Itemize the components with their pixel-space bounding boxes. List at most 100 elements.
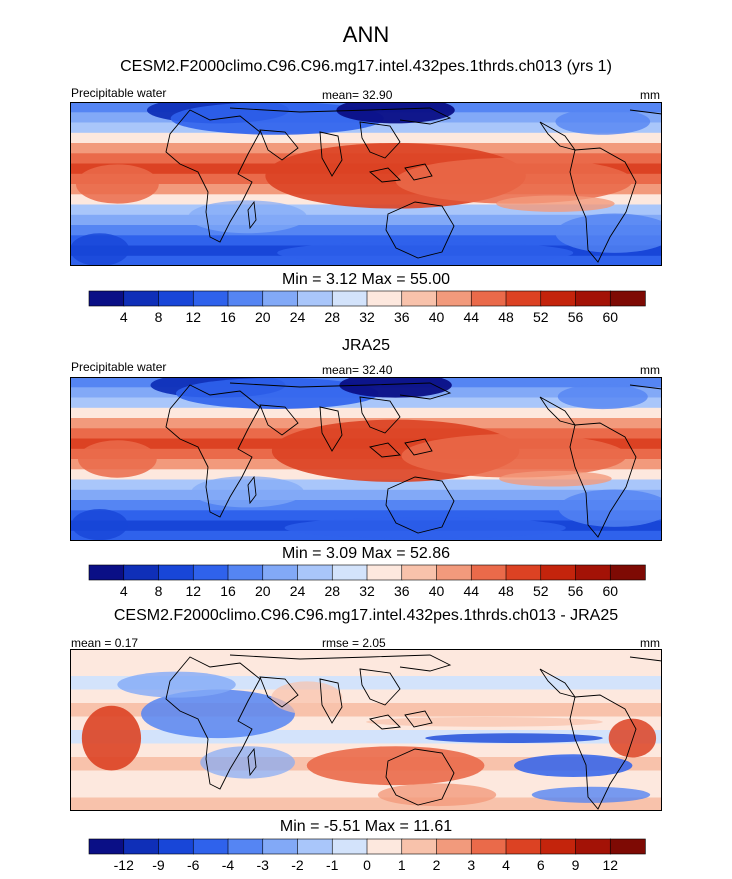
colorbar-swatch bbox=[436, 838, 472, 855]
colorbar-swatch bbox=[366, 290, 403, 307]
colorbar-tick-label: 52 bbox=[533, 309, 549, 325]
map-contour-region bbox=[284, 516, 566, 539]
colorbar-swatch bbox=[192, 290, 229, 307]
map-contour-region bbox=[117, 671, 236, 698]
map-contour-region bbox=[555, 108, 651, 135]
colorbar-swatch bbox=[331, 564, 368, 581]
obs-map bbox=[70, 377, 662, 541]
colorbar-swatch bbox=[470, 564, 507, 581]
colorbar-tick-label: 4 bbox=[502, 857, 510, 873]
colorbar-tick-label: 8 bbox=[155, 583, 163, 599]
colorbar-swatch bbox=[192, 838, 229, 855]
colorbar-swatch bbox=[470, 290, 507, 307]
map-band bbox=[70, 397, 662, 409]
coastline bbox=[385, 748, 455, 806]
map-band bbox=[70, 122, 662, 134]
colorbar-tick-label: 16 bbox=[220, 583, 236, 599]
map-contour-region bbox=[200, 746, 295, 779]
coastline bbox=[247, 747, 257, 777]
map-contour-region bbox=[191, 476, 304, 508]
map-band bbox=[70, 489, 662, 502]
obs-colorbar: 4 8 12 16 20 24 28 32 36 40 44 48 52 56 60 bbox=[88, 564, 646, 599]
colorbar-swatch bbox=[297, 838, 333, 855]
map-contour-region bbox=[608, 718, 657, 758]
coastline bbox=[359, 396, 401, 434]
colorbar-tick-label: -1 bbox=[326, 857, 339, 873]
colorbar-tick-label: 12 bbox=[185, 583, 201, 599]
diff-minmax: Min = -5.51 Max = 11.61 bbox=[279, 818, 453, 835]
colorbar-tick-label: 12 bbox=[185, 309, 201, 325]
coastline bbox=[569, 694, 637, 810]
colorbar-swatch bbox=[575, 564, 611, 581]
map-contour-region bbox=[499, 470, 612, 487]
colorbar-tick-label: 6 bbox=[537, 857, 545, 873]
coastline bbox=[229, 107, 452, 125]
colorbar-swatch bbox=[401, 564, 438, 581]
colorbar-swatch bbox=[470, 838, 507, 855]
coastline bbox=[369, 714, 401, 730]
coastline bbox=[385, 201, 455, 259]
colorbar-tick-label: 40 bbox=[429, 309, 445, 325]
colorbar-tick-label: -3 bbox=[257, 857, 270, 873]
map-band bbox=[70, 407, 662, 420]
map-contour-region bbox=[496, 195, 615, 212]
coastline bbox=[229, 654, 452, 672]
obs-units-label: mm bbox=[640, 363, 660, 377]
coastline bbox=[165, 656, 261, 790]
coastline bbox=[385, 476, 455, 534]
colorbar-swatch bbox=[505, 838, 542, 855]
map-band bbox=[70, 204, 662, 216]
colorbar-tick-label: 56 bbox=[568, 309, 584, 325]
map-frame bbox=[70, 649, 662, 811]
map-contour-region bbox=[170, 102, 384, 135]
colorbar-tick-label: 32 bbox=[359, 309, 375, 325]
colorbar-swatch bbox=[505, 290, 542, 307]
colorbar-swatch bbox=[123, 838, 160, 855]
diff-units-label: mm bbox=[640, 636, 660, 650]
map-contour-region bbox=[70, 233, 130, 266]
colorbar-swatch bbox=[436, 564, 472, 581]
coastline bbox=[404, 163, 433, 181]
model-panel-title: CESM2.F2000climo.C96.C96.mg17.intel.432p… bbox=[120, 58, 612, 75]
coastline bbox=[629, 109, 662, 115]
model-units-label: mm bbox=[640, 88, 660, 102]
colorbar-swatch bbox=[123, 290, 160, 307]
obs-panel-title: JRA25 bbox=[341, 337, 391, 354]
colorbar-swatch bbox=[88, 564, 125, 581]
map-contour-region bbox=[271, 681, 343, 714]
map-contour-region bbox=[306, 746, 485, 786]
coastline bbox=[259, 676, 299, 708]
map-contour-region bbox=[557, 384, 648, 410]
colorbar-tick-label: 36 bbox=[394, 309, 410, 325]
obs-mean-label: mean= 32.40 bbox=[322, 363, 393, 377]
diff-mean-label: mean = 0.17 bbox=[71, 636, 139, 650]
colorbar-swatch bbox=[192, 564, 229, 581]
map-band bbox=[70, 132, 662, 145]
obs-minmax: Min = 3.09 Max = 52.86 bbox=[281, 545, 451, 562]
coastline bbox=[404, 438, 433, 456]
coastline bbox=[247, 200, 257, 230]
coastline bbox=[569, 422, 637, 538]
colorbar-tick-label: -9 bbox=[152, 857, 165, 873]
map-contour-region bbox=[81, 705, 142, 771]
diff-panel-title: CESM2.F2000climo.C96.C96.mg17.intel.432p… bbox=[113, 607, 619, 624]
coastline bbox=[165, 109, 261, 243]
colorbar-swatch bbox=[331, 838, 368, 855]
colorbar-tick-label: 24 bbox=[290, 583, 306, 599]
colorbar-tick-label: 9 bbox=[572, 857, 580, 873]
colorbar-tick-label: 8 bbox=[155, 309, 163, 325]
coastline bbox=[359, 121, 401, 159]
map-band bbox=[70, 235, 662, 247]
colorbar-swatch bbox=[158, 290, 194, 307]
map-contour-region bbox=[395, 157, 633, 204]
coastline bbox=[629, 656, 662, 662]
colorbar-tick-label: 3 bbox=[467, 857, 475, 873]
map-contour-region bbox=[71, 509, 128, 541]
main-title: ANN bbox=[342, 22, 390, 47]
colorbar-tick-label: 28 bbox=[324, 309, 340, 325]
colorbar-tick-label: 16 bbox=[220, 309, 236, 325]
colorbar-swatch bbox=[505, 564, 542, 581]
map-frame bbox=[70, 377, 662, 541]
colorbar-tick-label: 12 bbox=[602, 857, 618, 873]
colorbar-tick-label: 24 bbox=[290, 309, 306, 325]
